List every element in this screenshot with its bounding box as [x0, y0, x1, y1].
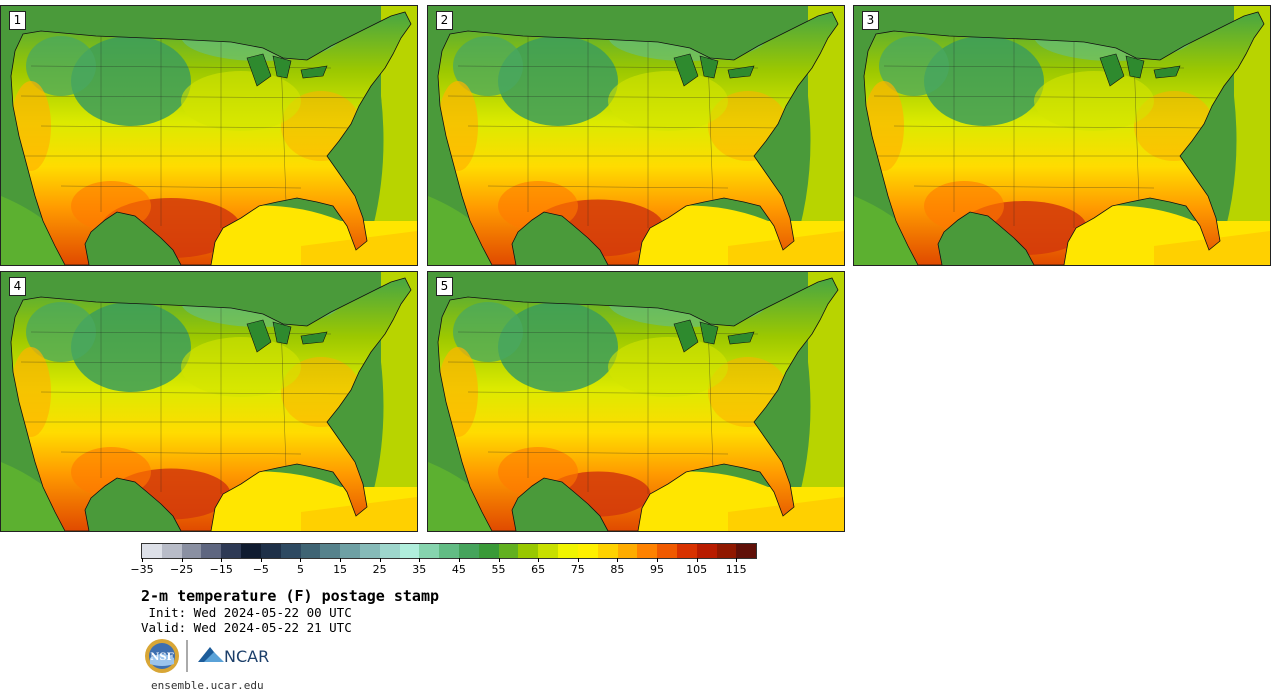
forecast-panel-2: 2 [427, 5, 845, 266]
valid-time: Valid: Wed 2024-05-22 21 UTC [141, 620, 352, 635]
colorbar-tick-label: −35 [130, 563, 154, 576]
colorbar-swatch [419, 544, 440, 558]
member-number-label: 4 [9, 277, 26, 296]
colorbar-tick-label: 65 [531, 563, 546, 576]
colorbar-swatch [617, 544, 638, 558]
forecast-panel-4: 4 [0, 271, 418, 532]
temperature-map [428, 6, 844, 265]
colorbar-tick [142, 558, 143, 562]
member-number-label: 1 [9, 11, 26, 30]
colorbar-tick [498, 558, 500, 562]
colorbar-swatch [260, 544, 281, 558]
temperature-map [428, 272, 844, 531]
colorbar-tick [340, 558, 342, 562]
plot-title: 2-m temperature (F) postage stamp [141, 587, 440, 605]
colorbar-tick-label: 5 [296, 563, 304, 576]
temperature-colorbar [141, 543, 757, 559]
colorbar-swatch [518, 544, 539, 558]
svg-text:NSF: NSF [150, 652, 173, 663]
colorbar-swatch [538, 544, 559, 558]
colorbar-tick [617, 558, 619, 562]
colorbar-tick-label: 105 [686, 563, 708, 576]
colorbar-swatch [280, 544, 301, 558]
colorbar-tick-label: −5 [252, 563, 269, 576]
colorbar-tick-label: 95 [649, 563, 664, 576]
colorbar-swatch [657, 544, 677, 558]
colorbar-tick [656, 558, 658, 562]
colorbar-tick-label: −25 [170, 563, 194, 576]
temperature-map [1, 6, 417, 265]
forecast-panel-5: 5 [427, 271, 845, 532]
colorbar-swatch [478, 544, 499, 558]
colorbar-swatch [558, 544, 578, 558]
colorbar-tick-label: 45 [451, 563, 466, 576]
nsf-logo-icon: NSF [145, 639, 179, 673]
colorbar-tick-label: 25 [372, 563, 387, 576]
temperature-map [1, 272, 417, 531]
colorbar-swatch [221, 544, 242, 558]
colorbar-swatch [201, 544, 222, 558]
colorbar-swatch [439, 544, 459, 558]
colorbar-ticks: −35 −25 −15 −5 5 15 25 35 45 55 65 75 85 95 105 115 [130, 558, 757, 578]
colorbar-swatch [399, 544, 420, 558]
colorbar-swatch [320, 544, 341, 558]
colorbar-tick [458, 558, 460, 562]
colorbar-tick [379, 558, 381, 562]
colorbar-swatch [359, 544, 380, 558]
colorbar-tick [181, 558, 183, 562]
colorbar-tick [419, 558, 421, 562]
colorbar-swatch [696, 544, 717, 558]
colorbar-swatch [340, 544, 360, 558]
forecast-panel-1: 1 [0, 5, 418, 266]
colorbar-swatch [736, 544, 757, 558]
colorbar-swatch [241, 544, 261, 558]
member-number-label: 5 [436, 277, 453, 296]
colorbar-swatch [577, 544, 598, 558]
colorbar-swatch [637, 544, 658, 558]
colorbar-tick-label: 15 [333, 563, 348, 576]
colorbar-tick [221, 558, 223, 562]
colorbar-swatch [300, 544, 321, 558]
init-time: Init: Wed 2024-05-22 00 UTC [141, 605, 352, 620]
colorbar-swatch [498, 544, 519, 558]
colorbar-swatch [459, 544, 479, 558]
colorbar-swatch [597, 544, 618, 558]
forecast-panel-3: 3 [853, 5, 1271, 266]
member-number-label: 2 [436, 11, 453, 30]
colorbar-tick [260, 558, 262, 562]
colorbar-tick-label: 55 [491, 563, 506, 576]
colorbar-tick [736, 558, 738, 562]
colorbar-swatch [676, 544, 697, 558]
sponsor-logos: NSF NCAR [144, 638, 279, 676]
colorbar-tick-label: 85 [610, 563, 625, 576]
colorbar-tick-label: −15 [209, 563, 233, 576]
temperature-map [854, 6, 1270, 265]
colorbar-tick [577, 558, 579, 562]
website-url: ensemble.ucar.edu [151, 679, 264, 692]
colorbar-tick-label: 35 [412, 563, 427, 576]
colorbar-tick-label: 75 [570, 563, 585, 576]
colorbar-tick [300, 558, 302, 562]
colorbar-swatch [716, 544, 737, 558]
colorbar-swatch [142, 544, 162, 558]
colorbar-tick [538, 558, 540, 562]
colorbar-tick [696, 558, 698, 562]
colorbar-swatch [379, 544, 400, 558]
colorbar-swatch [161, 544, 182, 558]
member-number-label: 3 [862, 11, 879, 30]
ncar-logo-icon: NCAR [198, 647, 269, 666]
colorbar-swatch [181, 544, 202, 558]
svg-text:NCAR: NCAR [224, 647, 269, 666]
colorbar-tick-label: 115 [725, 563, 747, 576]
